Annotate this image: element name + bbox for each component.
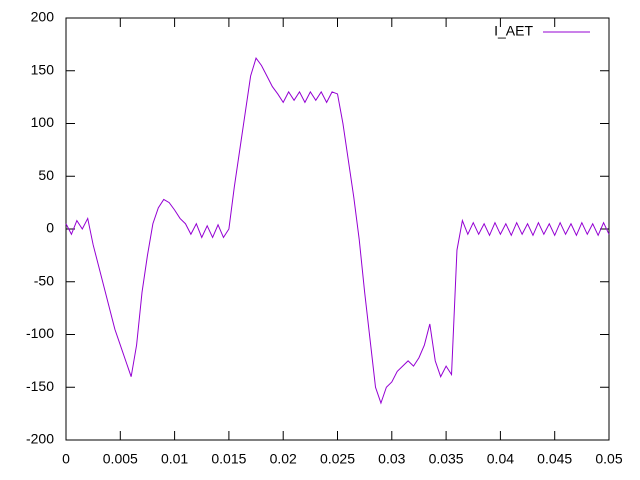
y-tick-label: -150 [26, 378, 54, 394]
y-tick-label: 50 [38, 167, 54, 183]
x-tick-label: 0.04 [487, 451, 514, 467]
data-line [65, 56, 610, 405]
y-tick-label: -200 [26, 431, 54, 447]
y-tick-label: -100 [26, 325, 54, 341]
x-tick-label: 0.015 [211, 451, 246, 467]
x-tick-label: 0 [62, 451, 70, 467]
x-tick-label: 0.025 [320, 451, 355, 467]
x-tick-label: 0.005 [103, 451, 138, 467]
x-tick-label: 0.05 [595, 451, 622, 467]
y-tick-label: 200 [31, 9, 55, 25]
plot-border [65, 17, 610, 441]
x-tick-label: 0.045 [537, 451, 572, 467]
legend-label: I_AET [494, 23, 533, 39]
y-tick-label: 0 [46, 220, 54, 236]
x-tick-label: 0.02 [270, 451, 297, 467]
y-tick-label: -50 [34, 272, 54, 288]
x-tick-label: 0.01 [161, 451, 188, 467]
x-tick-label: 0.035 [429, 451, 464, 467]
y-tick-label: 150 [31, 61, 55, 77]
y-tick-label: 100 [31, 114, 55, 130]
x-tick-label: 0.03 [378, 451, 405, 467]
